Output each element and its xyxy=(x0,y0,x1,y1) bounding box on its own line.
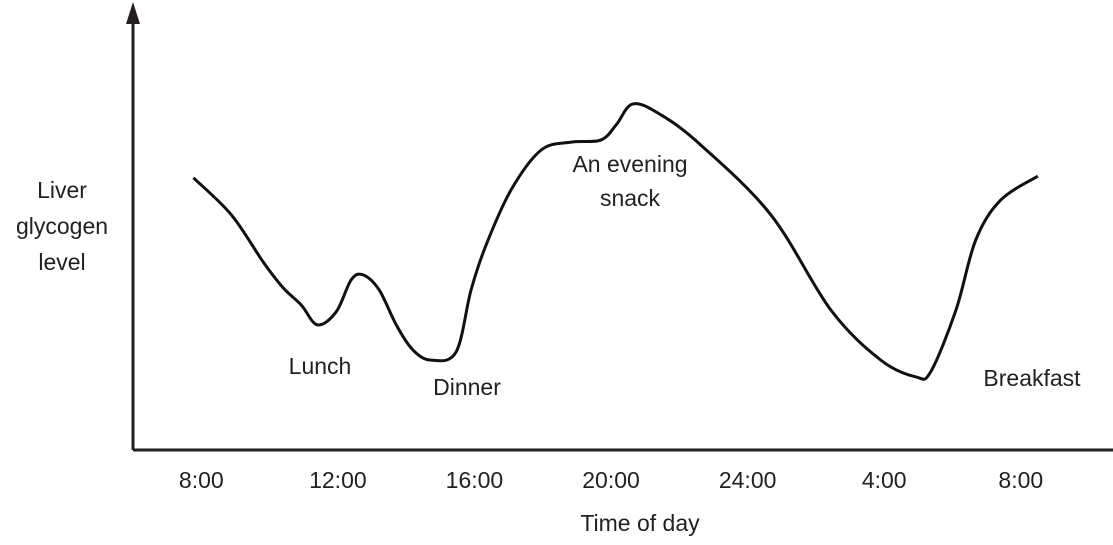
annotation: Breakfast xyxy=(983,365,1081,391)
annotation: Dinner xyxy=(433,374,501,400)
y-axis-arrow xyxy=(126,2,140,24)
y-axis-label: glycogen xyxy=(16,213,108,239)
x-tick-label: 4:00 xyxy=(862,467,907,493)
x-tick-label: 8:00 xyxy=(179,467,224,493)
x-tick-label: 20:00 xyxy=(582,467,640,493)
x-tick-label: 8:00 xyxy=(998,467,1043,493)
x-tick-label: 24:00 xyxy=(719,467,777,493)
annotation: snack xyxy=(600,185,661,211)
x-tick-label: 16:00 xyxy=(446,467,504,493)
x-axis-label: Time of day xyxy=(580,510,700,536)
annotation: Lunch xyxy=(289,353,352,379)
y-axis-label: Liver xyxy=(37,177,87,203)
annotation: An evening xyxy=(572,151,687,177)
x-tick-label: 12:00 xyxy=(309,467,367,493)
line xyxy=(192,102,1039,381)
y-axis-label: level xyxy=(38,249,85,275)
